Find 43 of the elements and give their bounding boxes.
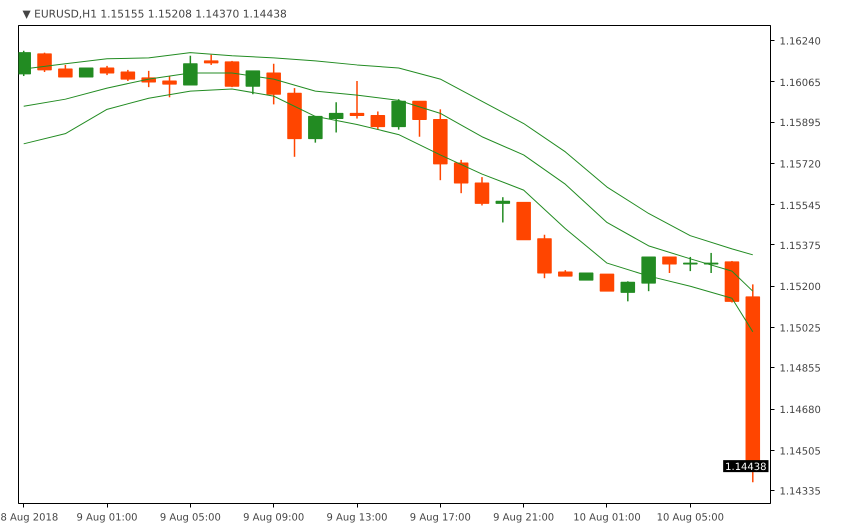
- y-tick-label: 1.14680: [780, 405, 821, 416]
- candlestick: [58, 64, 73, 78]
- candlestick: [683, 256, 698, 272]
- x-tick-label: 9 Aug 21:00: [493, 512, 554, 524]
- candlestick: [370, 110, 386, 130]
- x-tick-label: 10 Aug 01:00: [573, 512, 641, 524]
- candlestick: [328, 102, 344, 134]
- candlestick: [308, 116, 323, 144]
- chart-title: ▼ EURUSD,H1 1.15155 1.15208 1.14370 1.14438: [22, 8, 288, 20]
- candlestick: [620, 280, 636, 302]
- y-tick-label: 1.15895: [780, 118, 821, 130]
- candlestick: [37, 52, 52, 73]
- y-tick-label: 1.14855: [780, 364, 821, 375]
- candlestick: [162, 75, 177, 98]
- y-tick-label: 1.16065: [780, 78, 821, 89]
- y-tick-label: 1.14505: [780, 446, 821, 458]
- annotation: 1.14438: [725, 462, 767, 474]
- candlestick: [204, 54, 218, 66]
- y-tick-label: 1.15720: [780, 159, 821, 170]
- candlestick: [662, 256, 677, 274]
- x-tick-label: 9 Aug 05:00: [160, 512, 221, 524]
- x-tick-label: 9 Aug 01:00: [76, 512, 138, 524]
- candlestick: [120, 69, 136, 82]
- x-tick-label: 8 Aug 2018: [0, 512, 58, 524]
- y-tick-label: 1.16240: [780, 36, 821, 48]
- y-tick-label: 1.15545: [780, 200, 821, 212]
- x-tick-label: 9 Aug 17:00: [410, 512, 471, 524]
- candlestick: [412, 100, 427, 138]
- candlestick: [454, 159, 468, 194]
- candlestick: [600, 274, 614, 292]
- x-tick-label: 10 Aug 05:00: [656, 512, 724, 524]
- x-tick-label: 9 Aug 09:00: [243, 512, 304, 524]
- y-tick-label: 1.15375: [780, 240, 821, 252]
- candlestick: [350, 80, 364, 120]
- candlestick: [496, 196, 510, 224]
- line-series: [23, 88, 754, 332]
- y-tick-label: 1.15025: [780, 324, 821, 335]
- x-tick-label: 9 Aug 13:00: [326, 512, 388, 524]
- candlestick: [266, 63, 281, 106]
- candlestick: [100, 65, 114, 76]
- y-tick-label: 1.14335: [780, 486, 821, 498]
- candlestick: [474, 176, 490, 206]
- y-tick-label: 1.15200: [780, 282, 821, 294]
